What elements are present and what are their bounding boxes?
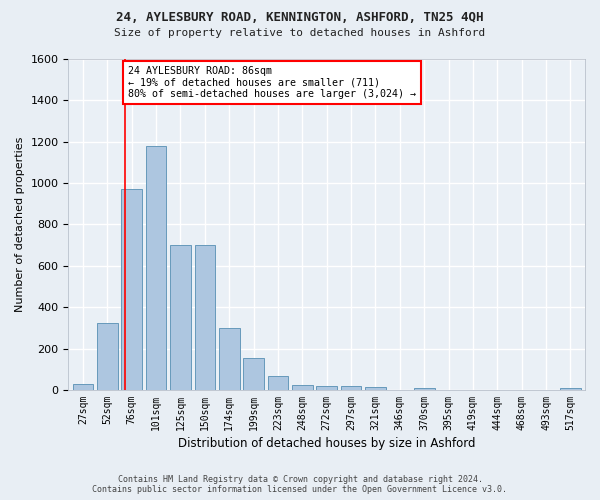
Bar	[73, 384, 94, 390]
Bar	[292, 385, 313, 390]
Bar	[243, 358, 264, 390]
Bar	[121, 190, 142, 390]
Text: 24, AYLESBURY ROAD, KENNINGTON, ASHFORD, TN25 4QH: 24, AYLESBURY ROAD, KENNINGTON, ASHFORD,…	[116, 11, 484, 24]
Bar	[170, 245, 191, 390]
Bar	[560, 388, 581, 390]
Bar	[341, 386, 361, 390]
Text: Size of property relative to detached houses in Ashford: Size of property relative to detached ho…	[115, 28, 485, 38]
Bar	[97, 322, 118, 390]
Y-axis label: Number of detached properties: Number of detached properties	[15, 137, 25, 312]
Bar	[194, 245, 215, 390]
Text: 24 AYLESBURY ROAD: 86sqm
← 19% of detached houses are smaller (711)
80% of semi-: 24 AYLESBURY ROAD: 86sqm ← 19% of detach…	[128, 66, 416, 100]
Bar	[414, 388, 434, 390]
Bar	[219, 328, 239, 390]
Bar	[365, 387, 386, 390]
X-axis label: Distribution of detached houses by size in Ashford: Distribution of detached houses by size …	[178, 437, 475, 450]
Bar	[268, 376, 289, 390]
Bar	[146, 146, 166, 390]
Text: Contains HM Land Registry data © Crown copyright and database right 2024.
Contai: Contains HM Land Registry data © Crown c…	[92, 474, 508, 494]
Bar	[316, 386, 337, 390]
